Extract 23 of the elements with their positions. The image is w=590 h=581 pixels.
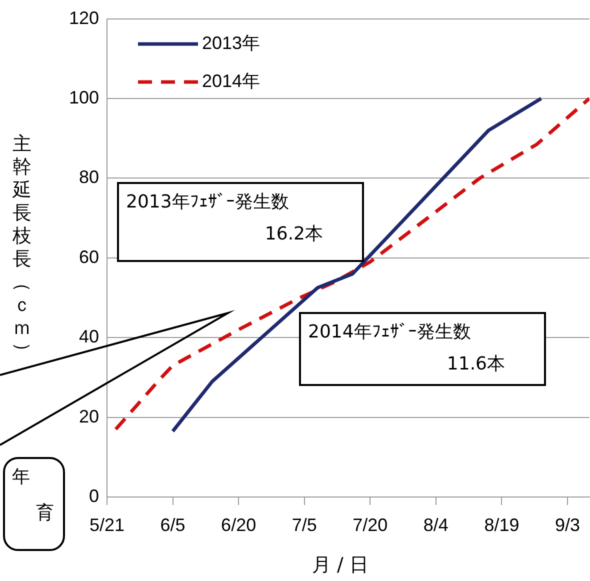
y-tick-label: 40 [78,326,99,347]
text: 主幹延長枝長（ｃｍ） [12,133,34,361]
x-tick-label: 5/21 [89,514,125,535]
x-tick-label: 7/20 [352,514,388,535]
y-tick-label: 100 [68,87,99,108]
y-tick-label: 20 [78,406,99,426]
x-axis-title: 月 / 日 [312,553,368,578]
line-series [114,96,590,432]
y-tick-label: 80 [78,167,99,188]
x-tick-label: 9/3 [554,514,580,535]
x-tick-label: 6/5 [160,514,186,535]
x-tick-label: 6/20 [221,514,256,535]
y-tick-label: 60 [78,246,99,267]
y-tick-label: 120 [68,8,99,28]
x-tick-label: 7/5 [292,514,317,535]
annotation: 2014年ﾌｪｻﾞｰ発生数 11.6本 [308,322,505,375]
annotation: 2013年ﾌｪｻﾞｰ発生数 16.2本 [126,192,323,245]
text: 年育 [12,466,54,524]
legend-label: 2014年 [202,70,260,91]
x-tick-label: 8/19 [484,514,520,535]
y-tick-label: 0 [88,486,99,506]
x-tick-label: 8/4 [423,514,448,535]
legend-label: 2013年 [202,32,260,53]
